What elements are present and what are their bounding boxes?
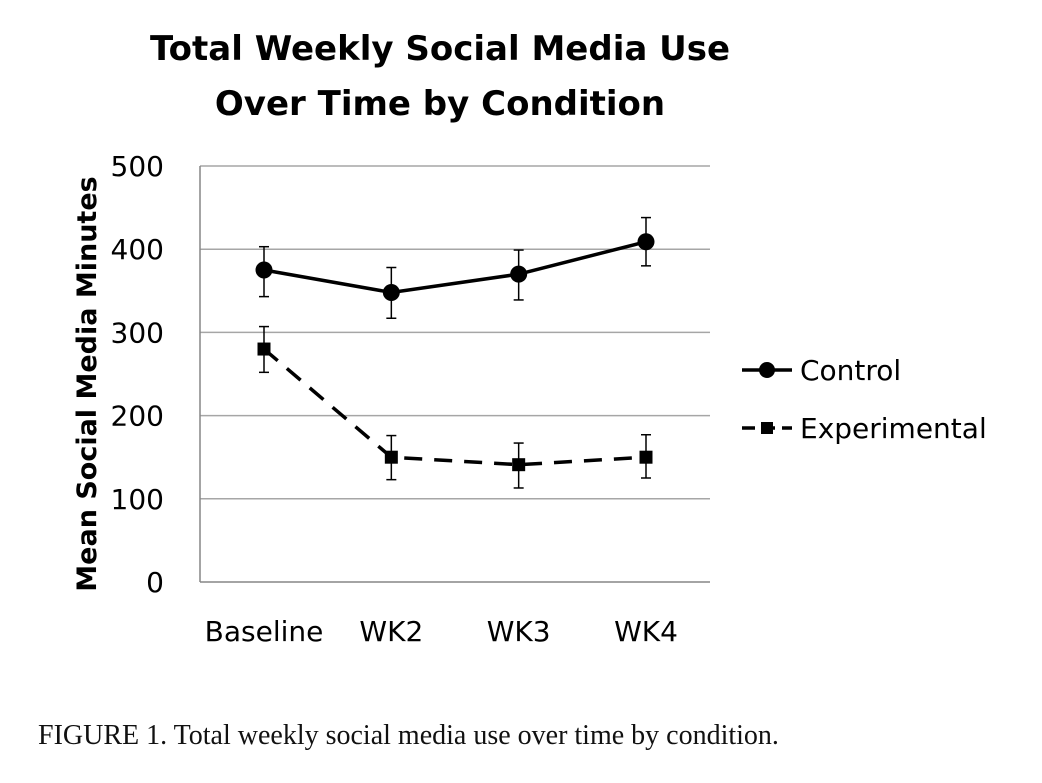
chart-title: Total Weekly Social Media Use Over Time … xyxy=(150,29,730,124)
data-point-control xyxy=(255,261,273,279)
gridlines xyxy=(199,165,710,583)
legend-label-experimental: Experimental xyxy=(800,412,987,445)
y-tick-label: 200 xyxy=(111,400,164,433)
series-line-experimental xyxy=(262,347,647,467)
y-tick-label: 100 xyxy=(111,483,164,516)
legend-marker-experimental xyxy=(761,422,773,434)
data-point-experimental xyxy=(384,450,398,464)
legend-item-experimental: Experimental xyxy=(742,412,987,445)
x-tick-label: Baseline xyxy=(205,615,324,648)
legend-label-control: Control xyxy=(800,354,901,387)
x-tick-label: WK2 xyxy=(359,615,423,648)
figure-caption: FIGURE 1. Total weekly social media use … xyxy=(38,720,779,751)
data-point-control xyxy=(510,265,528,283)
legend: Control Experimental xyxy=(742,354,987,445)
line-chart: Total Weekly Social Media Use Over Time … xyxy=(72,29,987,648)
legend-item-control: Control xyxy=(742,354,901,387)
y-tick-label: 0 xyxy=(146,566,164,599)
data-point-experimental xyxy=(257,342,271,356)
y-axis-label: Mean Social Media Minutes xyxy=(72,176,103,591)
chart-title-line-2: Over Time by Condition xyxy=(215,84,665,124)
data-point-control xyxy=(382,283,400,301)
chart-title-line-1: Total Weekly Social Media Use xyxy=(150,29,730,69)
legend-marker-control xyxy=(759,362,775,378)
x-axis-ticks: Baseline WK2 WK3 WK4 xyxy=(205,615,678,648)
series-experimental xyxy=(257,325,653,489)
series-control xyxy=(255,216,655,320)
y-axis-ticks: 0 100 200 300 400 500 xyxy=(111,150,164,599)
x-tick-label: WK4 xyxy=(614,615,678,648)
data-point-control xyxy=(637,233,655,251)
data-point-experimental xyxy=(512,458,526,472)
series-line-control xyxy=(263,240,647,295)
series-layer xyxy=(255,216,655,489)
y-tick-label: 500 xyxy=(111,150,164,183)
x-tick-label: WK3 xyxy=(487,615,551,648)
y-tick-label: 400 xyxy=(111,233,164,266)
y-tick-label: 300 xyxy=(111,316,164,349)
data-point-experimental xyxy=(639,450,653,464)
chart-container: Total Weekly Social Media Use Over Time … xyxy=(72,29,987,648)
